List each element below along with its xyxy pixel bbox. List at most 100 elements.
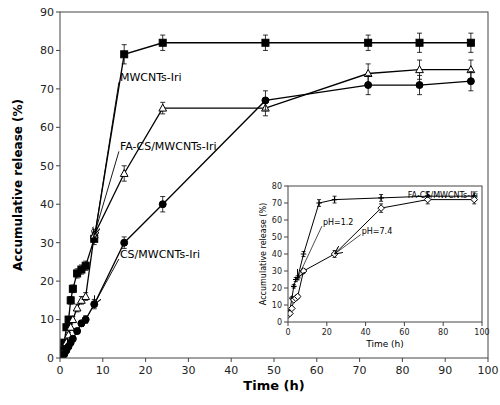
point xyxy=(291,284,297,290)
plot-1: 02040608010001020304050607080Time (h)Acc… xyxy=(259,182,490,349)
x-tick-label: 40 xyxy=(224,364,238,377)
point xyxy=(159,39,166,46)
x-tick-label: 50 xyxy=(267,364,281,377)
x-tick-label: 90 xyxy=(438,364,452,377)
x-tick-label: 80 xyxy=(438,328,448,337)
plot-frame xyxy=(288,186,482,322)
point xyxy=(301,251,307,257)
x-tick-label: 60 xyxy=(310,364,324,377)
error-bar xyxy=(366,75,371,94)
annotation: CS/MWCNTs-Iri xyxy=(120,248,200,261)
x-tick xyxy=(231,358,232,362)
x-tick xyxy=(404,322,405,326)
point xyxy=(378,205,385,212)
plot-background xyxy=(288,186,482,322)
y-tick-label: 40 xyxy=(40,198,54,211)
error-bar xyxy=(160,35,165,50)
error-bar xyxy=(122,45,127,64)
point xyxy=(69,316,77,323)
point xyxy=(467,39,474,46)
error-bar xyxy=(333,196,337,203)
y-tick xyxy=(56,88,60,89)
y-tick-label: 70 xyxy=(40,83,54,96)
point xyxy=(74,328,81,335)
y-tick-label: 90 xyxy=(40,6,54,19)
y-tick xyxy=(56,281,60,282)
x-axis-label: Time (h) xyxy=(365,339,404,349)
y-tick xyxy=(56,165,60,166)
y-tick-label: 70 xyxy=(272,199,282,208)
y-tick xyxy=(56,127,60,128)
y-tick xyxy=(284,271,288,272)
y-tick-label: 10 xyxy=(272,301,282,310)
annotation-arrow xyxy=(94,151,119,235)
annotation-arrow xyxy=(335,235,361,254)
y-tick-label: 50 xyxy=(272,233,282,242)
y-tick xyxy=(284,237,288,238)
point xyxy=(316,200,322,206)
point xyxy=(69,285,76,292)
y-tick xyxy=(284,186,288,187)
x-tick xyxy=(488,358,489,362)
plot-background xyxy=(60,12,488,358)
y-tick xyxy=(284,220,288,221)
y-tick xyxy=(56,358,60,359)
point xyxy=(82,316,89,323)
point xyxy=(120,169,128,176)
x-tick xyxy=(145,358,146,362)
x-tick xyxy=(60,358,61,362)
x-tick-label: 0 xyxy=(57,364,64,377)
y-tick xyxy=(284,203,288,204)
point xyxy=(121,51,128,58)
y-tick xyxy=(56,12,60,13)
x-tick-label: 10 xyxy=(96,364,110,377)
error-bar xyxy=(417,33,422,52)
x-tick xyxy=(288,322,289,326)
x-tick-label: 100 xyxy=(478,364,499,377)
y-tick xyxy=(56,204,60,205)
x-tick-label: 100 xyxy=(474,328,489,337)
x-tick-label: 20 xyxy=(139,364,153,377)
x-tick xyxy=(316,358,317,362)
chart: 0102030405060708090100010203040506070809… xyxy=(0,0,500,405)
y-tick xyxy=(56,242,60,243)
error-bar xyxy=(468,33,473,52)
y-tick xyxy=(284,322,288,323)
x-tick-label: 30 xyxy=(181,364,195,377)
plot-0: 0102030405060708090100010203040506070809… xyxy=(11,6,499,393)
x-tick xyxy=(482,322,483,326)
annotation: pH=7.4 xyxy=(362,227,393,236)
point xyxy=(73,304,81,311)
series-line xyxy=(288,196,474,315)
y-tick-label: 60 xyxy=(272,216,282,225)
x-tick xyxy=(443,322,444,326)
point xyxy=(121,239,128,246)
x-tick-label: 60 xyxy=(399,328,409,337)
y-axis-label: Accumulative release (%) xyxy=(11,99,25,271)
point xyxy=(332,197,338,203)
x-tick xyxy=(274,358,275,362)
x-tick xyxy=(402,358,403,362)
annotation: FA-CS/MWCNTs-Iri xyxy=(120,140,217,153)
y-tick-label: 30 xyxy=(272,267,282,276)
point xyxy=(262,39,269,46)
x-tick xyxy=(102,358,103,362)
y-tick-label: 20 xyxy=(272,284,282,293)
x-tick-label: 70 xyxy=(353,364,367,377)
point xyxy=(416,39,423,46)
error-bar xyxy=(317,200,321,207)
x-tick-label: 20 xyxy=(322,328,332,337)
y-tick xyxy=(284,305,288,306)
y-tick xyxy=(284,254,288,255)
y-tick-label: 10 xyxy=(40,313,54,326)
point xyxy=(365,39,372,46)
point xyxy=(159,104,167,111)
y-tick-label: 20 xyxy=(40,275,54,288)
y-tick-label: 0 xyxy=(277,318,282,327)
error-bar xyxy=(468,72,473,91)
y-axis-label: Accumulative release (%) xyxy=(259,203,268,305)
plot-frame xyxy=(60,12,488,358)
x-tick xyxy=(445,358,446,362)
error-bar xyxy=(83,316,88,324)
error-bar xyxy=(263,35,268,50)
